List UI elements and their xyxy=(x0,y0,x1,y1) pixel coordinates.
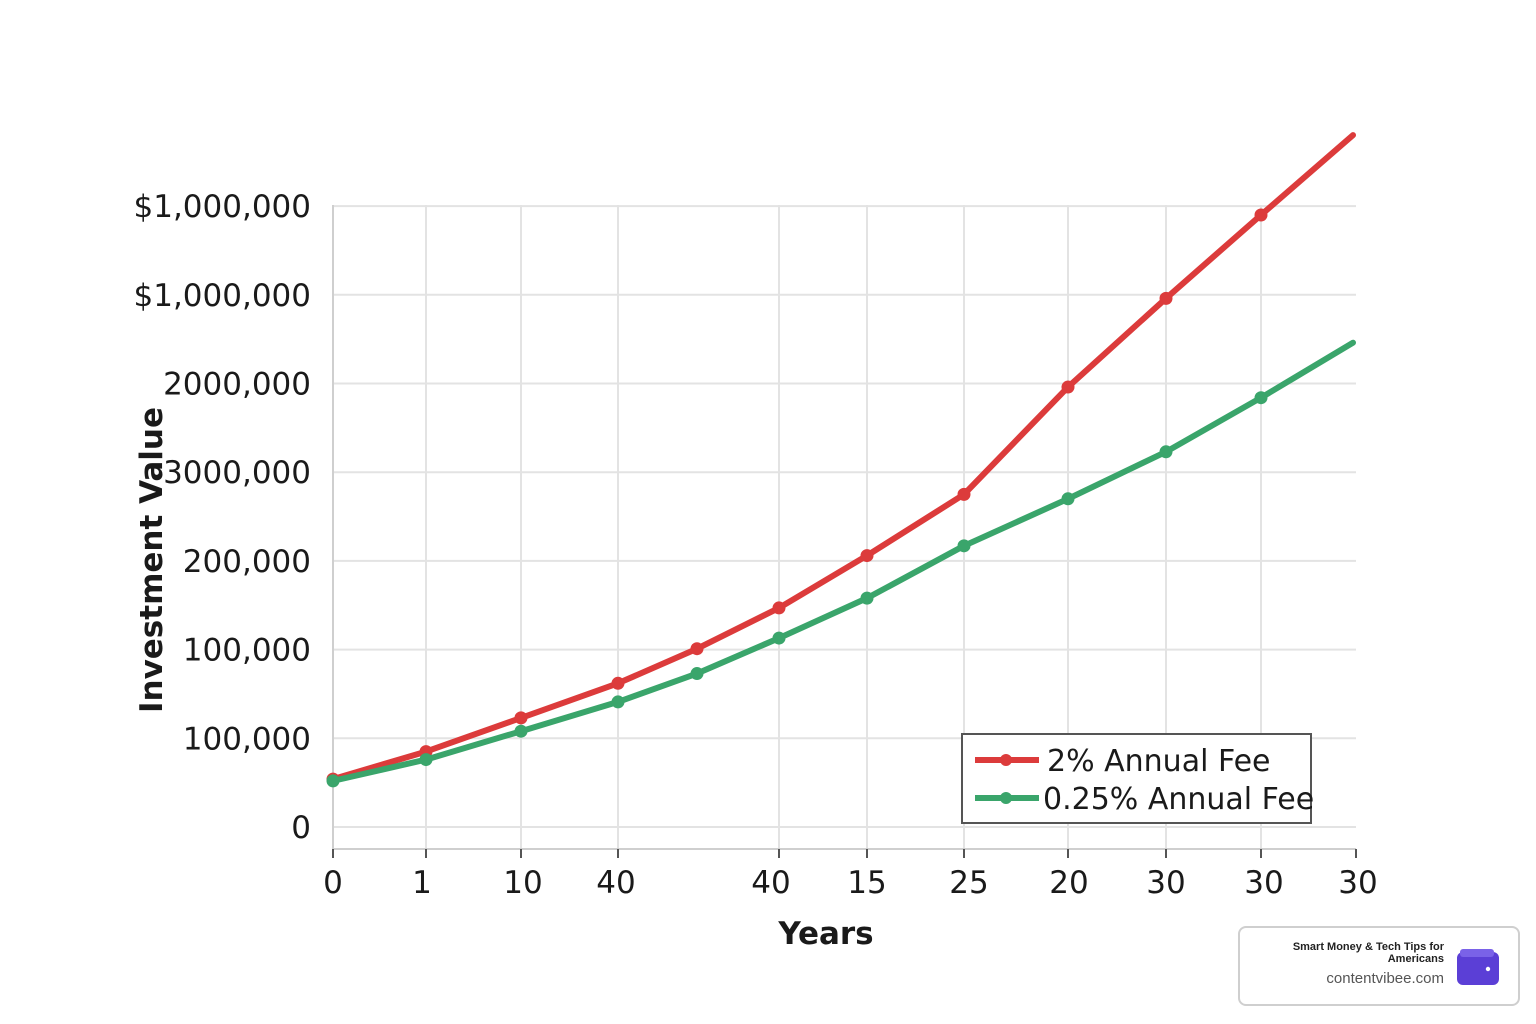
series-0-point xyxy=(1159,291,1173,305)
series-1-point xyxy=(1254,391,1268,405)
legend-label-025pct: 0.25% Annual Fee xyxy=(1043,782,1314,817)
x-tick-label: 15 xyxy=(847,865,886,901)
series-1-point xyxy=(419,753,433,767)
y-tick-label: 100,000 xyxy=(183,633,311,669)
x-tick-label: 25 xyxy=(949,865,988,901)
series-0-point xyxy=(1254,208,1268,222)
series-1-point xyxy=(1159,445,1173,459)
axes xyxy=(332,205,1356,850)
legend: 2% Annual Fee 0.25% Annual Fee xyxy=(961,733,1314,824)
series-1-point xyxy=(514,724,528,738)
legend-marker-025pct xyxy=(1000,792,1012,804)
x-tick-label: 30 xyxy=(1338,865,1377,901)
brand-badge[interactable]: Smart Money & Tech Tips for Americans co… xyxy=(1238,926,1520,1006)
legend-marker-2pct xyxy=(1000,754,1012,766)
series-0-point xyxy=(1061,380,1075,394)
y-tick-label: 3000,000 xyxy=(163,455,311,491)
x-tick-label: 40 xyxy=(596,865,635,901)
series-0-point xyxy=(860,549,874,563)
brand-url[interactable]: contentvibee.com xyxy=(1326,970,1444,987)
series-1-point xyxy=(957,539,971,553)
series-0-point xyxy=(514,711,528,725)
brand-tagline: Smart Money & Tech Tips for Americans xyxy=(1292,941,1444,965)
x-tick-label: 0 xyxy=(323,865,343,901)
x-tick-label: 40 xyxy=(751,865,790,901)
x-axis-ticks: 0 1 10 40 40 15 25 20 30 30 30 xyxy=(323,849,1378,901)
y-tick-label: 100,000 xyxy=(183,721,311,757)
y-tick-label: 0 xyxy=(291,810,311,846)
y-tick-label: 200,000 xyxy=(183,544,311,580)
series-group xyxy=(326,132,1356,788)
x-tick-label: 1 xyxy=(412,865,432,901)
series-0-point xyxy=(611,676,625,690)
x-tick-label: 20 xyxy=(1049,865,1088,901)
y-tick-label: $1,000,000 xyxy=(134,278,312,314)
series-0-point xyxy=(772,601,786,615)
x-axis-title: Years xyxy=(777,916,873,952)
series-0-point xyxy=(690,642,704,656)
series-line-0 xyxy=(330,132,1356,783)
x-tick-label: 30 xyxy=(1244,865,1283,901)
y-tick-label: 2000,000 xyxy=(163,367,311,403)
x-tick-label: 30 xyxy=(1146,865,1185,901)
legend-label-2pct: 2% Annual Fee xyxy=(1047,744,1270,779)
wallet-icon xyxy=(1457,949,1499,985)
x-tick-label: 10 xyxy=(503,865,542,901)
legend-box xyxy=(961,733,1312,824)
series-0-point xyxy=(957,487,971,501)
series-1-point xyxy=(860,591,874,605)
series-1-point xyxy=(326,774,340,788)
series-1-point xyxy=(611,695,625,709)
series-1-point xyxy=(690,667,704,681)
series-line-1 xyxy=(330,339,1356,784)
y-axis-title: Investment Value xyxy=(134,407,170,713)
series-1-point xyxy=(772,631,786,645)
series-1-point xyxy=(1061,492,1075,506)
y-tick-label: $1,000,000 xyxy=(134,189,312,225)
y-axis-ticks: 0 100,000 100,000 200,000 3000,000 2000,000 $1… xyxy=(134,189,312,846)
